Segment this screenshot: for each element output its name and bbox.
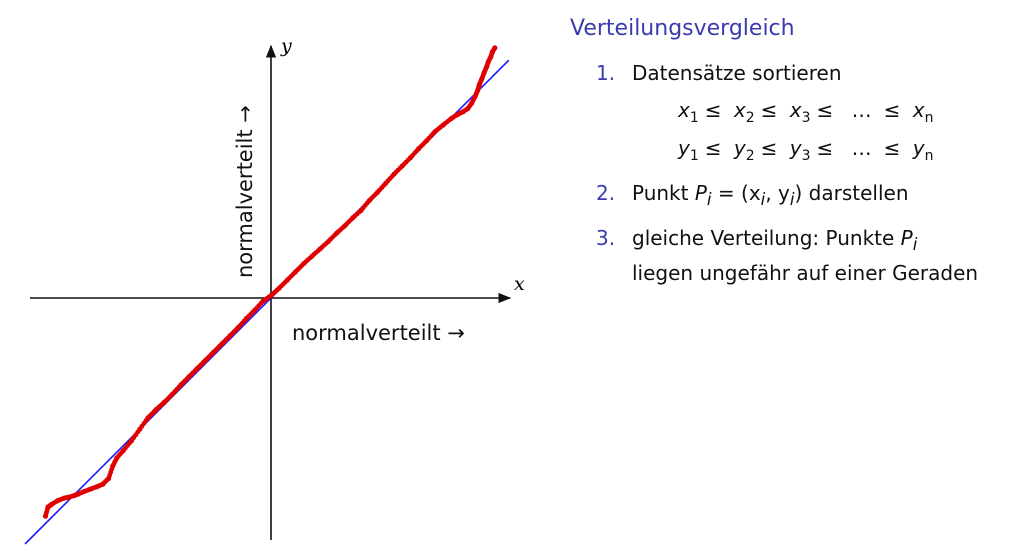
data-point-trace: [192, 368, 198, 373]
list-item-2: 2. Punkt Pi = (xi, yi) darstellen: [596, 179, 1025, 214]
data-point-trace: [381, 183, 387, 188]
data-point-trace: [397, 165, 403, 171]
data-point-trace: [127, 440, 132, 446]
data-point-trace: [109, 466, 115, 472]
data-point-trace: [209, 351, 214, 357]
list-text: Punkt Pi = (xi, yi) darstellen: [632, 181, 909, 209]
data-point-trace: [258, 301, 264, 306]
data-point-trace: [143, 418, 149, 423]
data-point-trace: [217, 343, 223, 349]
data-point-trace: [364, 200, 370, 206]
data-point-trace: [159, 401, 165, 407]
data-point-trace: [405, 157, 411, 163]
x-axis-letter: x: [514, 273, 525, 295]
data-point-trace: [348, 217, 354, 223]
data-point-trace: [184, 376, 190, 382]
data-point-trace: [241, 318, 247, 324]
data-point-trace: [291, 271, 296, 277]
list-text: Datensätze sortieren: [632, 61, 842, 85]
data-point-trace: [414, 148, 419, 154]
list-item-3: 3. gleiche Verteilung: Punkte Pi liegen …: [596, 224, 1025, 287]
data-point-trace: [168, 393, 173, 399]
data-point-trace: [151, 409, 157, 414]
data-point-trace: [200, 359, 206, 365]
list-number: 2.: [596, 181, 616, 205]
panel-title: Verteilungsvergleich: [570, 16, 795, 41]
data-point-trace: [491, 46, 497, 52]
data-point-trace: [225, 335, 231, 341]
data-point-trace: [104, 477, 110, 483]
data-point-trace: [389, 174, 395, 179]
y-sequence: y1 ≤ y2 ≤ y3 ≤ … ≤ yn: [678, 136, 934, 164]
data-points: [42, 45, 498, 519]
data-point-trace: [250, 309, 255, 315]
data-point-trace: [446, 117, 452, 123]
data-point-trace: [266, 294, 272, 300]
qq-plot: x y normalverteilt → normalverteilt →: [24, 35, 525, 545]
data-point-trace: [299, 263, 305, 269]
data-point-trace: [332, 232, 337, 238]
data-point-trace: [430, 131, 436, 137]
x-axis-label: normalverteilt →: [292, 321, 465, 345]
data-point-trace: [307, 255, 313, 261]
data-point-trace: [323, 240, 329, 246]
y-axis-label: normalverteilt →: [233, 105, 257, 278]
data-point-trace: [315, 248, 321, 254]
data-point-trace: [233, 327, 239, 332]
data-point-trace: [274, 287, 280, 293]
x-sequence: x1 ≤ x2 ≤ x3 ≤ … ≤ xn: [678, 98, 934, 126]
list-item-1: 1. Datensätze sortieren: [596, 59, 1025, 87]
list-text: gleiche Verteilung: Punkte Pi liegen ung…: [632, 226, 979, 285]
data-point-trace: [356, 209, 362, 215]
sorted-sequences: x1 ≤ x2 ≤ x3 ≤ … ≤ xn y1 ≤ y2 ≤ y3 ≤ … ≤ yn: [678, 95, 1025, 171]
list-number: 1.: [596, 61, 616, 85]
data-point-trace: [373, 191, 378, 197]
data-point-trace: [135, 429, 141, 435]
data-point-trace: [113, 457, 119, 463]
data-point-trace: [422, 140, 428, 146]
data-point-trace: [119, 449, 125, 455]
data-point-trace: [176, 384, 182, 390]
data-point-trace: [340, 225, 346, 231]
data-point-trace: [438, 124, 444, 130]
data-point-trace: [282, 279, 288, 285]
y-axis-letter: y: [280, 35, 292, 57]
list-number: 3.: [596, 226, 616, 250]
description-panel: Verteilungsvergleich 1. Datensätze sorti…: [570, 16, 1025, 287]
